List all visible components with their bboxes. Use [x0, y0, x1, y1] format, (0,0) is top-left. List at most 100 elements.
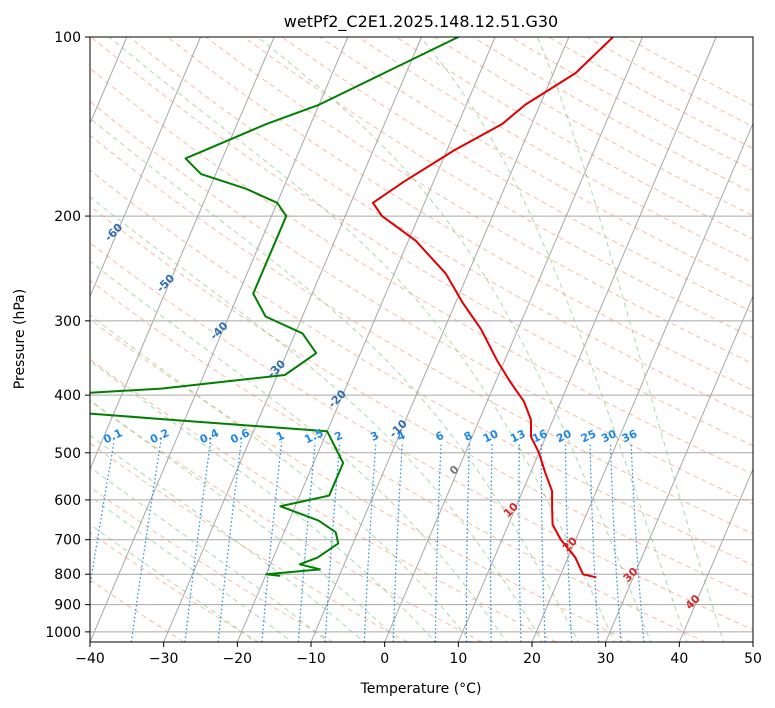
mixing-ratio-label: 25: [579, 427, 598, 445]
x-axis-label: Temperature (°C): [360, 681, 482, 697]
dry-adiabat-line: [90, 486, 334, 642]
dry-adiabat-line: [90, 134, 753, 535]
moist-adiabat-line: [90, 523, 257, 642]
isotherm-line: [90, 37, 349, 642]
mixing-ratio-line: [465, 442, 471, 642]
mixing-ratio-line: [609, 442, 622, 642]
y-axis-label: Pressure (hPa): [12, 289, 28, 389]
x-tick-label: 40: [670, 651, 688, 667]
mixing-ratio-line: [518, 442, 522, 642]
x-tick-label: 50: [744, 651, 762, 667]
mixing-ratio-line: [363, 442, 377, 642]
mixing-ratio-label: 2: [332, 429, 344, 444]
dry-adiabat-line: [90, 100, 753, 505]
mixing-ratio-label: 0.1: [101, 426, 124, 446]
dry-adiabat-line: [205, 37, 753, 365]
dry-adiabat-line: [90, 399, 483, 642]
mixing-ratio-label: 3: [368, 429, 380, 444]
y-tick-label: 100: [54, 30, 81, 46]
mixing-ratio-line: [490, 442, 493, 642]
temperature-profile-line: [371, 37, 614, 579]
mixing-ratio-line: [589, 442, 600, 642]
moist-adiabat-line: [419, 37, 688, 642]
isotherm-line: [457, 37, 717, 642]
series-layer: [90, 37, 614, 579]
mixing-ratio-label: 16: [530, 427, 550, 445]
mixing-ratio-label: 0.4: [198, 426, 221, 446]
mixing-ratio-label: 30: [599, 427, 619, 445]
y-tick-label: 800: [54, 567, 81, 583]
moist-adiabat-line: [90, 117, 579, 642]
moist-adiabat-line: [90, 466, 329, 642]
moist-adiabat-line: [537, 37, 725, 642]
axes: −40 −30 −20 −10 0 10 20 30 40 5010020030040050060…: [45, 30, 762, 667]
isotherm-line: [236, 37, 496, 642]
dewpoint-profile-line: [90, 37, 459, 577]
x-tick-label: −20: [223, 651, 253, 667]
isotherm-line: [605, 295, 753, 642]
mixing-ratio-label: 10: [481, 427, 501, 445]
dry-adiabat-line: [90, 358, 557, 642]
moist-adiabat-line: [90, 260, 508, 642]
y-tick-label: 400: [54, 388, 81, 404]
mixing-ratio-label: 6: [434, 429, 447, 444]
background-lines: [90, 37, 753, 642]
isotherm-line: [678, 467, 753, 642]
isotherm-line: [384, 37, 643, 642]
moist-adiabat-line: [90, 314, 472, 642]
x-tick-label: 10: [449, 651, 467, 667]
x-tick-label: 0: [380, 651, 389, 667]
moist-adiabat-label: 20: [560, 534, 580, 554]
x-tick-label: −10: [296, 651, 326, 667]
isotherm-line: [90, 37, 275, 471]
dry-adiabat-line: [90, 279, 706, 642]
isotherm-line: [163, 37, 422, 642]
y-tick-label: 600: [54, 493, 81, 509]
dry-adiabat-line: [281, 37, 753, 313]
moist-adiabat-line: [90, 434, 365, 642]
isotherm-label: -60: [102, 220, 125, 243]
mixing-ratio-line: [217, 442, 242, 642]
plot-frame: [89, 36, 754, 643]
isotherm-line: [531, 122, 753, 642]
mixing-ratio-line: [324, 442, 341, 642]
mixing-ratio-line: [130, 442, 162, 642]
dry-adiabat-line: [472, 37, 753, 194]
dry-adiabat-line: [167, 37, 753, 391]
chart-title: wetPf2_C2E1.2025.148.12.51.G30: [284, 12, 558, 32]
mixing-ratio-line: [434, 442, 442, 642]
isotherm-label: -40: [207, 319, 230, 342]
mixing-ratio-line: [297, 442, 316, 642]
mixing-ratio-line: [184, 442, 212, 642]
isotherm-label: -10: [387, 417, 410, 440]
y-tick-label: 200: [54, 209, 81, 225]
isotherm-line: [752, 640, 753, 642]
dry-adiabat-line: [90, 242, 753, 631]
moist-adiabat-line: [108, 37, 616, 642]
y-tick-label: 500: [54, 446, 81, 462]
mixing-ratio-line: [540, 442, 546, 642]
isotherm-line: [310, 37, 570, 642]
isotherm-label: -50: [154, 271, 177, 294]
mixing-ratio-label: 0.2: [148, 426, 171, 446]
y-tick-label: 300: [54, 314, 81, 330]
dry-adiabat-line: [510, 37, 753, 171]
isotherm-line: [90, 37, 201, 298]
moist-adiabat-line: [257, 37, 652, 642]
mixing-ratio-line: [392, 442, 404, 642]
mixing-ratio-line: [630, 442, 645, 642]
mixing-ratio-line: [564, 442, 573, 642]
mixing-ratio-label: 36: [620, 427, 640, 445]
mixing-ratio-label: 13: [508, 427, 527, 445]
mixing-ratio-line: [261, 442, 283, 642]
dry-adiabat-line: [129, 37, 753, 419]
dry-adiabat-line: [243, 37, 753, 339]
moist-adiabat-label: 30: [621, 565, 641, 585]
dry-adiabat-line: [90, 318, 632, 642]
y-tick-label: 900: [54, 598, 81, 614]
moist-adiabat-line: [90, 399, 401, 642]
dry-adiabat-line: [90, 442, 408, 642]
moist-adiabat-line: [90, 495, 293, 642]
